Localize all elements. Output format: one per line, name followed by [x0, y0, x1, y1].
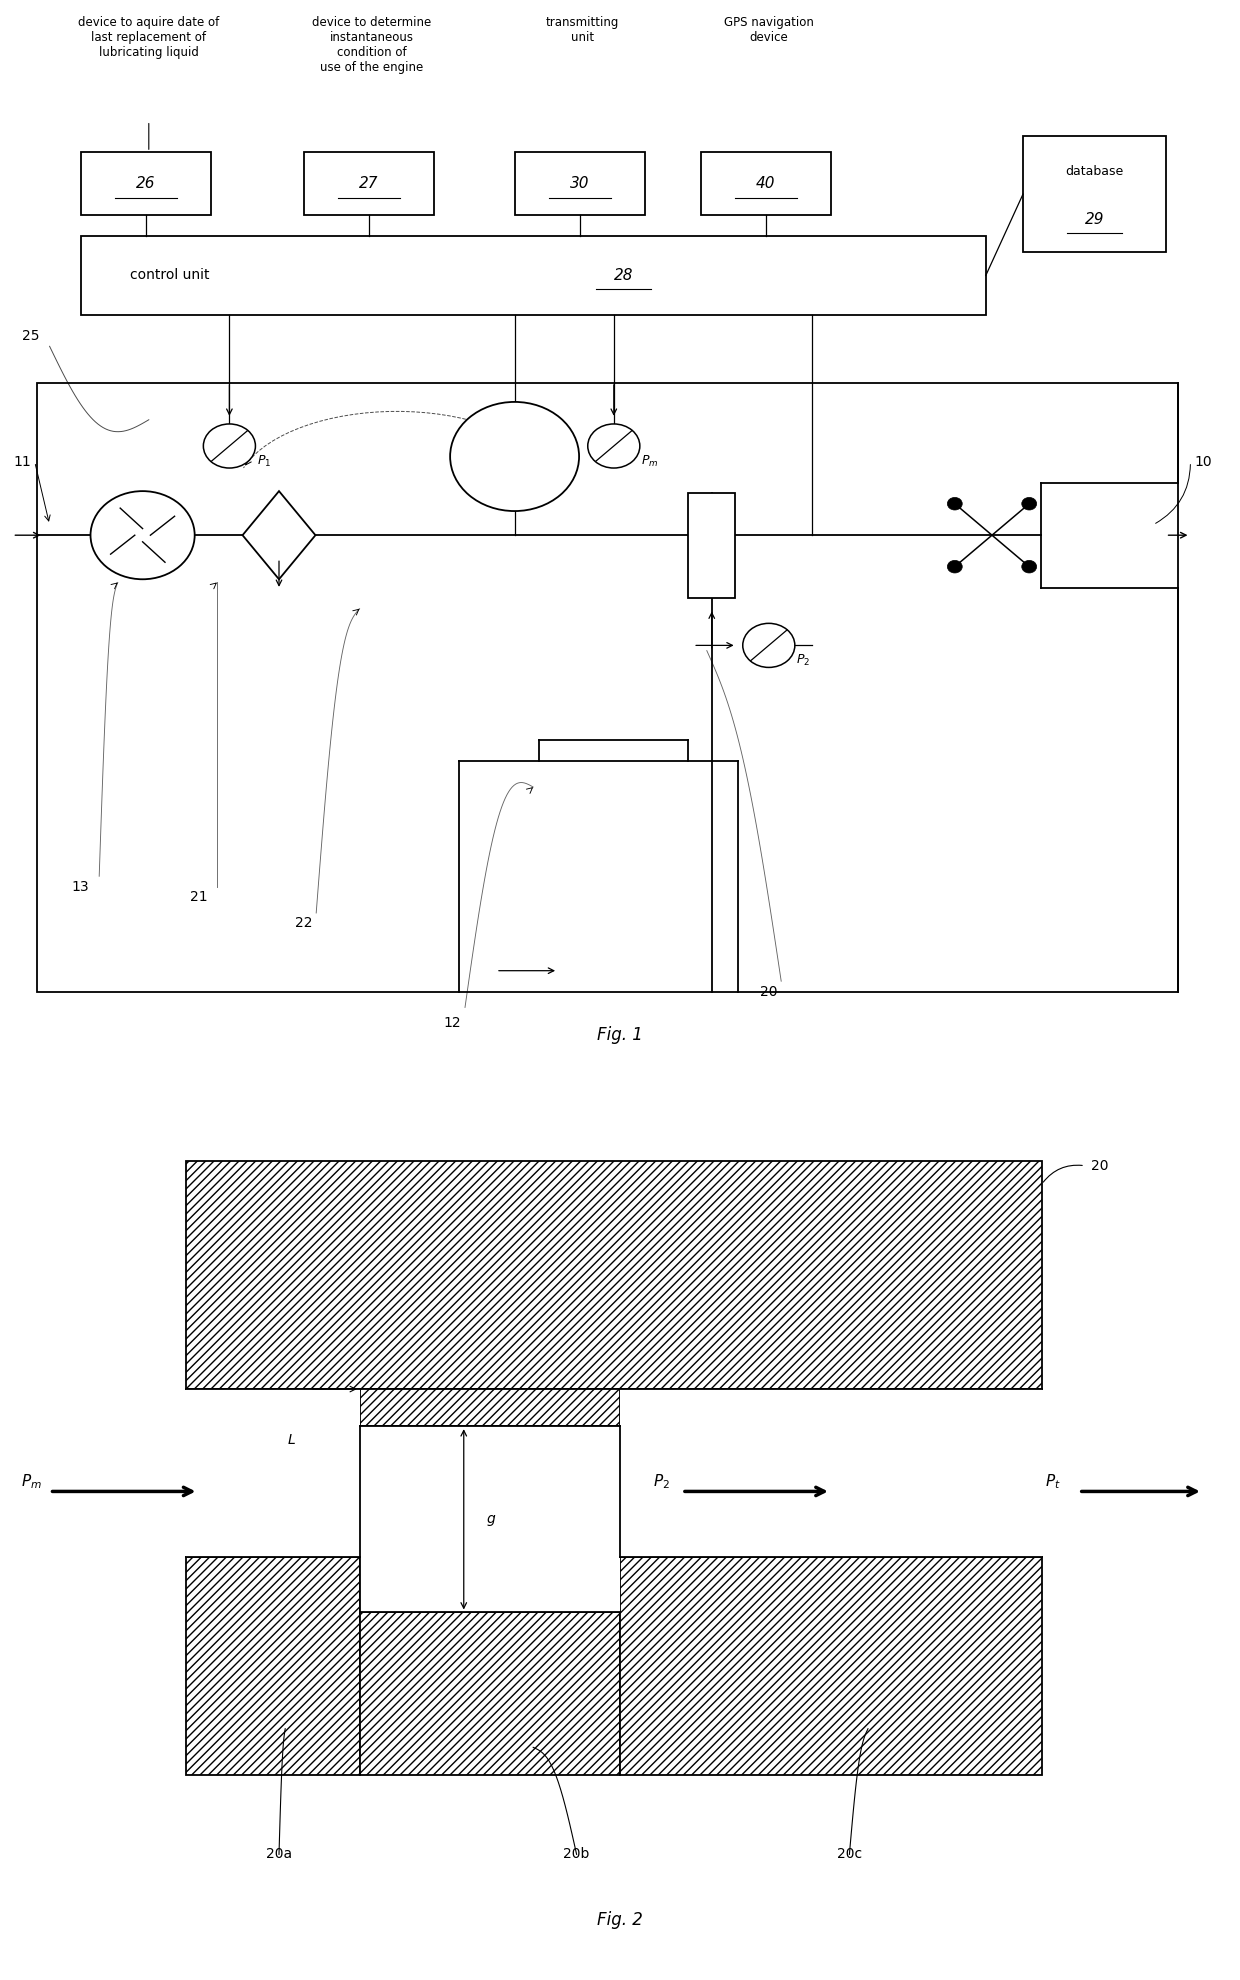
- Circle shape: [1022, 560, 1037, 572]
- Text: 20: 20: [1091, 1158, 1109, 1172]
- Circle shape: [743, 624, 795, 667]
- Text: 13: 13: [72, 879, 89, 893]
- Text: 20c: 20c: [837, 1847, 862, 1861]
- Text: 30: 30: [570, 176, 589, 192]
- Bar: [186, 1556, 360, 1776]
- Bar: [186, 1390, 360, 1556]
- Bar: [81, 236, 986, 315]
- Text: control unit: control unit: [130, 269, 210, 283]
- Circle shape: [91, 491, 195, 580]
- Text: g: g: [486, 1513, 495, 1527]
- Text: 10: 10: [1194, 455, 1211, 469]
- Bar: [360, 1612, 620, 1776]
- Text: Fig. 1: Fig. 1: [598, 1026, 642, 1043]
- Text: 25: 25: [22, 329, 40, 343]
- Bar: [620, 1556, 1042, 1776]
- Text: 40: 40: [756, 176, 775, 192]
- Text: 20a: 20a: [265, 1847, 293, 1861]
- Bar: [1023, 137, 1166, 251]
- Text: 20: 20: [760, 984, 777, 998]
- Polygon shape: [243, 491, 315, 580]
- Text: $P_m$: $P_m$: [21, 1473, 41, 1491]
- Text: device to determine
instantaneous
condition of
use of the engine: device to determine instantaneous condit…: [312, 16, 432, 73]
- Text: 29: 29: [1085, 212, 1104, 228]
- Circle shape: [1022, 497, 1037, 511]
- Text: $P_1$: $P_1$: [257, 453, 272, 469]
- Circle shape: [203, 424, 255, 467]
- Bar: [620, 1390, 1042, 1556]
- Bar: [81, 152, 211, 216]
- Text: 22: 22: [295, 917, 312, 931]
- Text: 27: 27: [360, 176, 378, 192]
- Bar: [304, 152, 434, 216]
- Bar: [701, 152, 831, 216]
- Text: 12: 12: [444, 1016, 461, 1030]
- Bar: [360, 1426, 620, 1612]
- Bar: [515, 152, 645, 216]
- Text: $P_t$: $P_t$: [1044, 1473, 1060, 1491]
- Circle shape: [450, 402, 579, 511]
- Text: 21: 21: [190, 891, 207, 905]
- Text: $P_2$: $P_2$: [796, 653, 810, 669]
- Circle shape: [588, 424, 640, 467]
- Text: 20b: 20b: [563, 1847, 590, 1861]
- Text: 28: 28: [614, 267, 634, 283]
- Bar: [360, 1390, 620, 1426]
- Bar: [186, 1160, 1042, 1390]
- Bar: [688, 493, 735, 598]
- Text: 11: 11: [14, 455, 31, 469]
- Bar: [37, 382, 1178, 992]
- Text: $P_m$: $P_m$: [641, 453, 658, 469]
- Text: $P_2$: $P_2$: [652, 1473, 670, 1491]
- Text: device to aquire date of
last replacement of
lubricating liquid: device to aquire date of last replacemen…: [78, 16, 219, 59]
- Text: L: L: [288, 1434, 295, 1447]
- Text: 26: 26: [136, 176, 155, 192]
- Text: GPS navigation
device: GPS navigation device: [724, 16, 813, 44]
- Circle shape: [947, 560, 962, 572]
- Text: transmitting
unit: transmitting unit: [546, 16, 620, 44]
- Text: Fig. 2: Fig. 2: [598, 1911, 642, 1929]
- Circle shape: [947, 497, 962, 511]
- Text: database: database: [1065, 164, 1123, 178]
